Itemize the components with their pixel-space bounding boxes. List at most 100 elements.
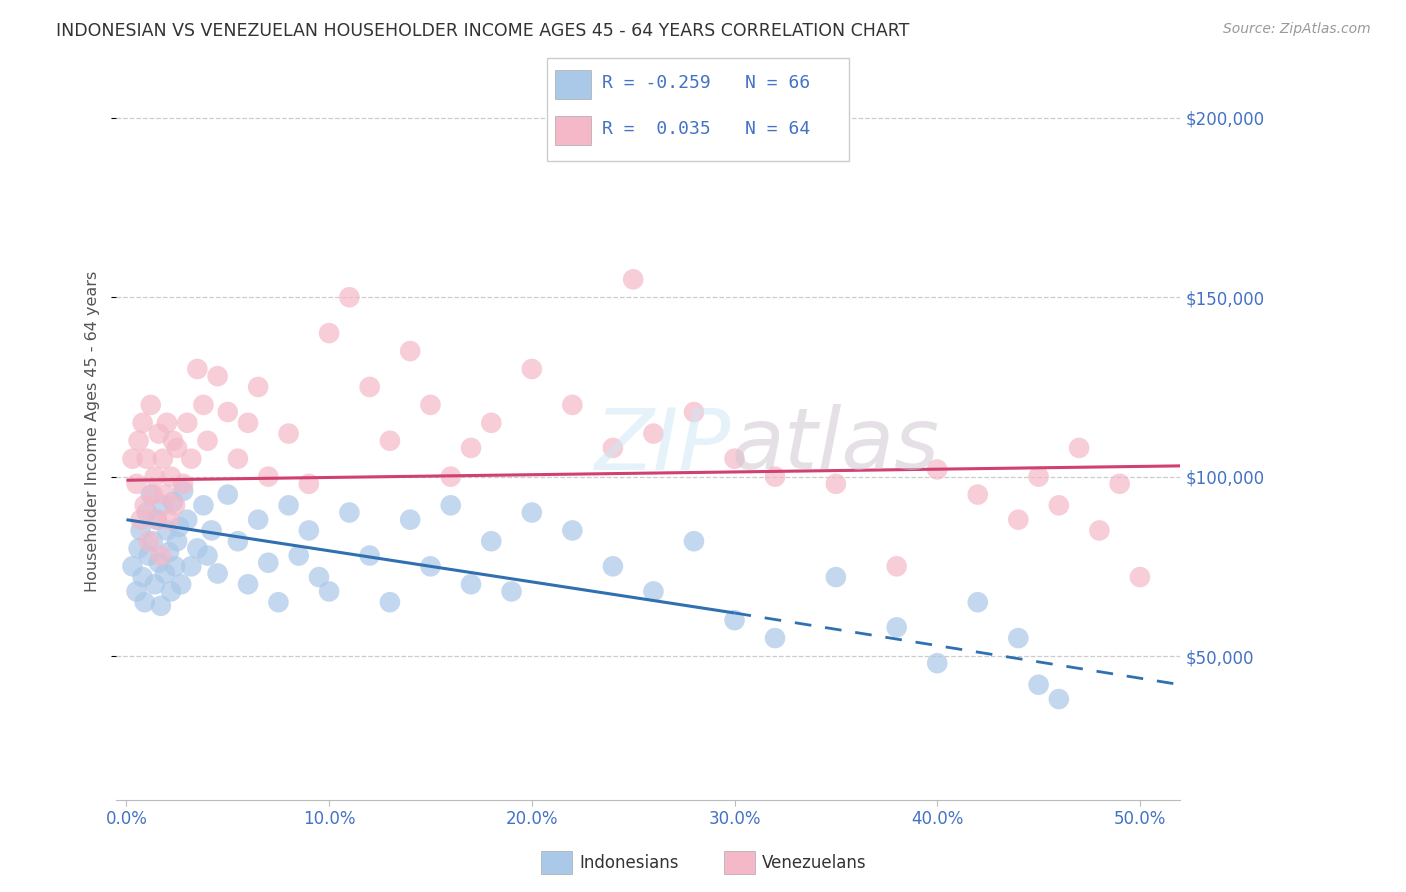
Point xyxy=(927,462,949,476)
Point xyxy=(602,441,624,455)
Point xyxy=(146,513,169,527)
Point xyxy=(621,272,644,286)
Point xyxy=(226,534,249,549)
Point xyxy=(267,595,290,609)
Point xyxy=(763,469,786,483)
Point xyxy=(148,556,170,570)
Text: N = 66: N = 66 xyxy=(745,74,810,92)
Point xyxy=(148,426,170,441)
Point xyxy=(142,534,165,549)
Point xyxy=(1047,692,1070,706)
Point xyxy=(460,441,482,455)
Point xyxy=(143,469,166,483)
Point xyxy=(165,559,187,574)
Point xyxy=(460,577,482,591)
Point xyxy=(152,451,174,466)
Point xyxy=(440,499,463,513)
Point xyxy=(825,570,848,584)
Point xyxy=(247,380,270,394)
Point xyxy=(142,487,165,501)
Point xyxy=(298,476,321,491)
Text: atlas: atlas xyxy=(731,404,939,488)
Point xyxy=(167,520,190,534)
Point xyxy=(318,584,340,599)
Point xyxy=(186,541,208,556)
Text: ZIP: ZIP xyxy=(595,404,731,488)
Point xyxy=(479,416,502,430)
Point xyxy=(134,595,156,609)
Point xyxy=(146,513,169,527)
Point xyxy=(131,416,153,430)
Point xyxy=(277,426,299,441)
Point xyxy=(298,524,321,538)
Point xyxy=(1007,513,1029,527)
Point xyxy=(501,584,523,599)
Point xyxy=(135,506,157,520)
Point xyxy=(359,380,381,394)
Point xyxy=(520,362,543,376)
Point xyxy=(170,577,193,591)
Point xyxy=(121,559,143,574)
Point xyxy=(378,434,401,448)
Point xyxy=(217,487,239,501)
Text: R = -0.259: R = -0.259 xyxy=(602,74,710,92)
Point xyxy=(139,487,162,501)
Point xyxy=(399,344,422,359)
Point xyxy=(139,398,162,412)
Point xyxy=(172,483,194,498)
Point xyxy=(1028,469,1050,483)
Point xyxy=(180,559,202,574)
Text: Source: ZipAtlas.com: Source: ZipAtlas.com xyxy=(1223,22,1371,37)
Y-axis label: Householder Income Ages 45 - 64 years: Householder Income Ages 45 - 64 years xyxy=(86,271,100,592)
Point xyxy=(129,513,152,527)
Point xyxy=(166,534,188,549)
Text: Indonesians: Indonesians xyxy=(579,854,679,871)
Point xyxy=(287,549,309,563)
Point xyxy=(1088,524,1111,538)
Point xyxy=(207,369,229,384)
Point xyxy=(153,487,176,501)
Point xyxy=(247,513,270,527)
Point xyxy=(763,631,786,645)
Point xyxy=(180,451,202,466)
Point xyxy=(723,451,745,466)
Point xyxy=(318,326,340,340)
Point xyxy=(152,499,174,513)
Point xyxy=(308,570,330,584)
Point xyxy=(1047,499,1070,513)
Point xyxy=(193,499,215,513)
Point xyxy=(176,416,198,430)
Point xyxy=(1129,570,1152,584)
Point xyxy=(135,451,157,466)
Point xyxy=(825,476,848,491)
Point xyxy=(217,405,239,419)
Point xyxy=(927,656,949,670)
Point xyxy=(121,451,143,466)
Point xyxy=(197,549,219,563)
Point xyxy=(131,570,153,584)
Point xyxy=(166,441,188,455)
Point xyxy=(129,524,152,538)
Text: N = 64: N = 64 xyxy=(745,120,810,138)
Point xyxy=(378,595,401,609)
Point xyxy=(134,499,156,513)
Point xyxy=(197,434,219,448)
Point xyxy=(399,513,422,527)
Point xyxy=(200,524,222,538)
Point xyxy=(561,398,583,412)
Point xyxy=(156,524,179,538)
Point xyxy=(138,549,160,563)
Point xyxy=(1069,441,1091,455)
Point xyxy=(157,513,180,527)
Point xyxy=(162,434,184,448)
Point xyxy=(125,584,148,599)
Text: R =  0.035: R = 0.035 xyxy=(602,120,710,138)
Point xyxy=(520,506,543,520)
Point xyxy=(419,398,441,412)
Text: Venezuelans: Venezuelans xyxy=(762,854,866,871)
Point xyxy=(1007,631,1029,645)
Point xyxy=(226,451,249,466)
Point xyxy=(683,534,706,549)
Point xyxy=(128,541,150,556)
Point xyxy=(277,499,299,513)
